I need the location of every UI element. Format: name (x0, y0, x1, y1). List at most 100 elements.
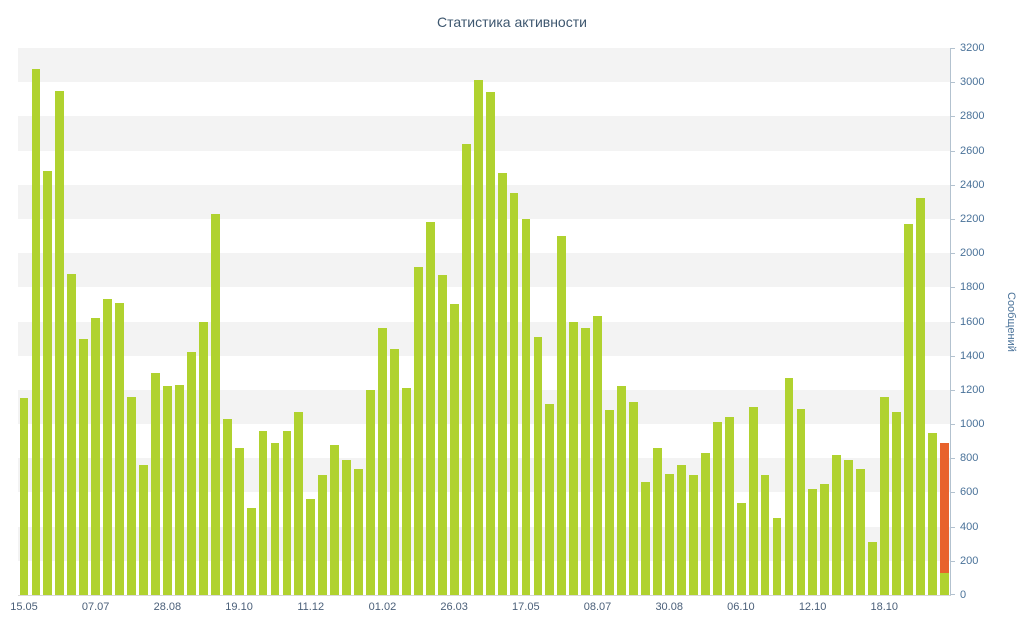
bar[interactable] (653, 448, 662, 595)
y-axis-tick (951, 492, 955, 494)
x-axis-tick-label: 19.10 (225, 601, 253, 613)
bar[interactable] (425, 222, 435, 595)
y-axis-labels: 0 200 400 600 800 1000 1200 1400 1600 1800 2000 220… (951, 42, 1021, 601)
bar[interactable] (593, 316, 603, 595)
bar[interactable] (330, 444, 340, 595)
bar[interactable] (605, 410, 615, 595)
bar[interactable] (581, 328, 591, 595)
bar[interactable] (904, 224, 913, 595)
grid-band (18, 184, 950, 219)
bar[interactable] (688, 475, 698, 595)
bar-slot (496, 48, 508, 595)
bar[interactable] (103, 299, 113, 595)
bar[interactable] (354, 468, 364, 595)
bar[interactable] (784, 377, 794, 595)
bar-slot (735, 48, 747, 595)
bar[interactable] (43, 171, 53, 595)
bar[interactable] (880, 396, 890, 595)
bar[interactable] (294, 412, 304, 595)
bar[interactable] (174, 384, 184, 595)
bar[interactable] (402, 388, 411, 595)
bar[interactable] (282, 430, 292, 595)
bar[interactable] (390, 348, 399, 595)
grid-band (18, 458, 950, 493)
bar[interactable] (306, 499, 316, 595)
bar[interactable] (808, 489, 818, 595)
bar[interactable] (509, 193, 519, 595)
bar[interactable] (414, 266, 423, 595)
bar[interactable] (545, 403, 555, 595)
bar-slot (305, 48, 317, 595)
bar[interactable] (79, 338, 89, 595)
bar[interactable] (724, 417, 734, 595)
bar-slot (209, 48, 221, 595)
bar[interactable] (748, 406, 758, 595)
bar[interactable] (676, 465, 686, 595)
bar[interactable] (366, 389, 376, 595)
bar[interactable] (868, 542, 878, 595)
bar[interactable] (892, 412, 901, 595)
bar-slot (831, 48, 843, 595)
bar[interactable] (91, 318, 101, 595)
bar[interactable] (258, 430, 268, 595)
bar[interactable] (162, 386, 172, 595)
y-axis-tick-label: 3000 (960, 76, 985, 89)
bar[interactable] (437, 275, 447, 595)
bar[interactable] (617, 386, 627, 595)
y-axis-tick-label: 800 (960, 452, 979, 465)
bar[interactable] (55, 90, 65, 595)
bar[interactable] (856, 468, 866, 595)
bar-green-base[interactable] (939, 572, 949, 595)
bar[interactable] (473, 80, 483, 595)
bar[interactable] (665, 473, 674, 595)
bar[interactable] (533, 336, 543, 595)
bar[interactable] (449, 304, 459, 595)
bar[interactable] (127, 396, 136, 595)
bar[interactable] (820, 483, 830, 595)
bar[interactable] (186, 352, 196, 595)
bar[interactable] (461, 143, 471, 595)
bar[interactable] (641, 482, 650, 595)
bar[interactable] (916, 198, 925, 595)
bar[interactable] (485, 92, 495, 595)
bar[interactable] (234, 448, 244, 595)
bar[interactable] (139, 465, 148, 595)
bar[interactable] (270, 442, 280, 595)
bar[interactable] (832, 454, 842, 595)
bar[interactable] (198, 321, 208, 595)
bar[interactable] (712, 422, 722, 595)
bar[interactable] (557, 236, 567, 595)
bar-slot (293, 48, 305, 595)
bar[interactable] (19, 398, 29, 595)
bar[interactable] (629, 401, 638, 595)
bar-slot (353, 48, 365, 595)
bar[interactable] (246, 507, 256, 595)
bar[interactable] (772, 518, 782, 595)
bar-slot (568, 48, 580, 595)
bar[interactable] (497, 172, 507, 595)
plot-area (18, 48, 951, 596)
bar[interactable] (569, 321, 579, 595)
bar[interactable] (222, 418, 232, 595)
bar[interactable] (927, 432, 937, 595)
bar[interactable] (521, 218, 531, 595)
bar[interactable] (151, 372, 160, 595)
bar[interactable] (67, 273, 77, 595)
bar-slot (460, 48, 472, 595)
bar[interactable] (796, 408, 806, 595)
bar[interactable] (115, 302, 125, 595)
bar-current-period[interactable] (939, 442, 949, 573)
bar[interactable] (760, 475, 770, 595)
bar-slot (687, 48, 699, 595)
y-axis-tick (951, 253, 955, 255)
bar[interactable] (342, 459, 352, 595)
bar[interactable] (210, 213, 220, 595)
bar[interactable] (318, 475, 328, 595)
bar[interactable] (31, 68, 41, 595)
bar[interactable] (378, 328, 387, 595)
bar[interactable] (700, 453, 710, 595)
bar[interactable] (736, 502, 746, 595)
y-axis-title: Сообщений (1005, 291, 1017, 352)
bar-slot (329, 48, 341, 595)
bar[interactable] (844, 459, 854, 595)
